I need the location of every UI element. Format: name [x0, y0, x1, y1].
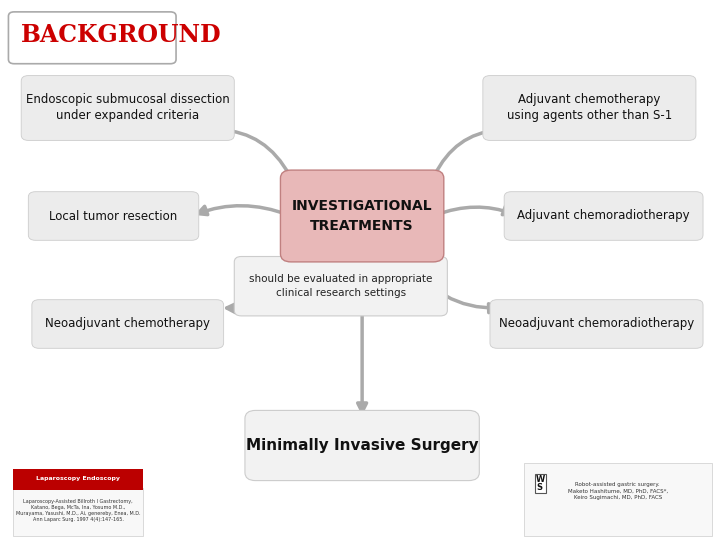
Text: Laparoscopy-Assisted Billroth I Gastrectomy,
Katano, Bega, McTa, Ina, Yosumo M.D: Laparoscopy-Assisted Billroth I Gastrect…: [16, 498, 140, 522]
FancyArrowPatch shape: [220, 126, 290, 176]
Text: Neoadjuvant chemoradiotherapy: Neoadjuvant chemoradiotherapy: [499, 318, 694, 330]
FancyArrowPatch shape: [434, 126, 498, 176]
FancyArrowPatch shape: [406, 256, 498, 313]
FancyBboxPatch shape: [490, 300, 703, 348]
FancyBboxPatch shape: [245, 410, 480, 481]
Text: W
S: W S: [536, 475, 545, 492]
FancyBboxPatch shape: [524, 463, 711, 536]
FancyBboxPatch shape: [234, 256, 447, 316]
Text: Endoscopic submucosal dissection
under expanded criteria: Endoscopic submucosal dissection under e…: [26, 93, 230, 123]
FancyBboxPatch shape: [9, 12, 176, 64]
FancyArrowPatch shape: [436, 206, 512, 215]
Text: Local tumor resection: Local tumor resection: [50, 210, 178, 222]
FancyBboxPatch shape: [504, 192, 703, 240]
Text: should be evaluated in appropriate
clinical research settings: should be evaluated in appropriate clini…: [249, 274, 433, 298]
FancyBboxPatch shape: [281, 170, 444, 262]
Text: Minimally Invasive Surgery: Minimally Invasive Surgery: [246, 438, 478, 453]
Text: INVESTIGATIONAL
TREATMENTS: INVESTIGATIONAL TREATMENTS: [292, 199, 433, 233]
FancyBboxPatch shape: [13, 488, 143, 536]
FancyArrowPatch shape: [198, 206, 289, 215]
Text: Robot-assisted gastric surgery.
Maketo Hashitume, MD, PhD, FACS*,
Keiro Sugimach: Robot-assisted gastric surgery. Maketo H…: [568, 482, 668, 501]
FancyBboxPatch shape: [21, 76, 234, 140]
FancyBboxPatch shape: [483, 76, 696, 140]
Text: Neoadjuvant chemotherapy: Neoadjuvant chemotherapy: [45, 318, 210, 330]
FancyArrowPatch shape: [227, 256, 318, 313]
FancyBboxPatch shape: [32, 300, 224, 348]
Text: Adjuvant chemoradiotherapy: Adjuvant chemoradiotherapy: [517, 210, 690, 222]
Text: Adjuvant chemotherapy
using agents other than S-1: Adjuvant chemotherapy using agents other…: [507, 93, 672, 123]
FancyBboxPatch shape: [13, 469, 143, 490]
FancyArrowPatch shape: [358, 313, 366, 412]
Text: Laparoscopy Endoscopy: Laparoscopy Endoscopy: [36, 476, 120, 482]
Text: BACKGROUND: BACKGROUND: [21, 23, 222, 47]
FancyBboxPatch shape: [28, 192, 199, 240]
